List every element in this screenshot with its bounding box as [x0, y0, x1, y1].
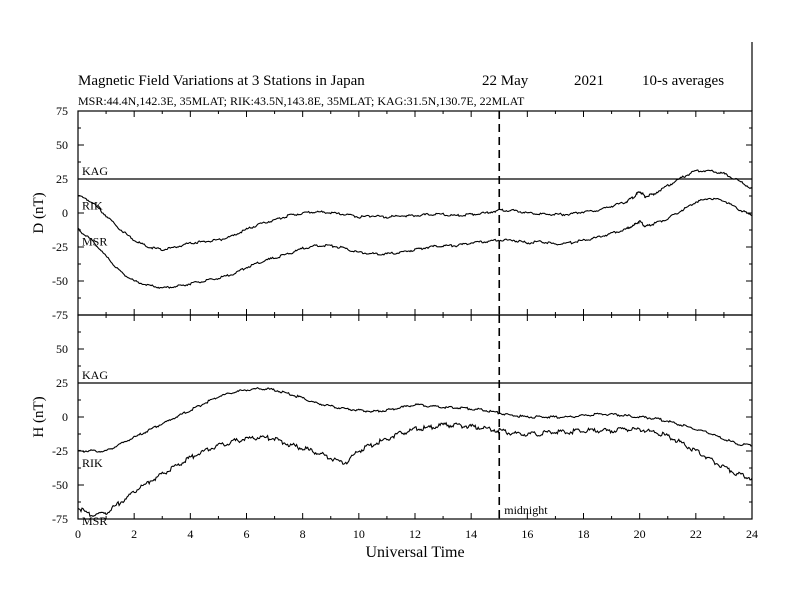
series-line-msr	[77, 197, 753, 290]
y-tick-label: 50	[56, 342, 68, 356]
series-line-rik	[77, 387, 753, 453]
chart-averaging: 10-s averages	[642, 73, 725, 89]
x-tick-label: 4	[187, 527, 193, 541]
x-tick-label: 0	[75, 527, 81, 541]
series-line-rik	[78, 169, 753, 252]
y-tick-label: -25	[52, 444, 68, 458]
series-label: RIK	[82, 456, 103, 470]
x-tick-label: 18	[578, 527, 590, 541]
y-tick-label: 75	[56, 104, 68, 118]
x-tick-label: 10	[353, 527, 365, 541]
x-tick-label: 22	[690, 527, 702, 541]
y-tick-label: 25	[56, 376, 68, 390]
y-axis-label: H (nT)	[31, 396, 47, 437]
x-tick-label: 24	[746, 527, 758, 541]
x-tick-label: 8	[300, 527, 306, 541]
x-tick-label: 20	[634, 527, 646, 541]
series-line-msr	[77, 421, 753, 518]
series-label: MSR	[82, 234, 107, 248]
x-tick-label: 12	[409, 527, 421, 541]
x-tick-label: 16	[521, 527, 533, 541]
panel-frame	[77, 314, 753, 520]
midnight-label: midnight	[504, 503, 548, 517]
chart-year: 2021	[574, 73, 604, 89]
x-tick-label: 2	[131, 527, 137, 541]
chart-date: 22 May	[482, 73, 529, 89]
series-label: RIK	[82, 198, 103, 212]
y-tick-label: -75	[52, 308, 68, 322]
station-info: MSR:44.4N,142.3E, 35MLAT; RIK:43.5N,143.…	[78, 94, 525, 108]
x-axis-label: Universal Time	[365, 544, 464, 561]
series-label: KAG	[82, 368, 108, 382]
y-tick-label: -50	[52, 274, 68, 288]
y-tick-label: -50	[52, 478, 68, 492]
y-tick-label: -75	[52, 512, 68, 526]
y-tick-label: 0	[62, 410, 68, 424]
y-axis-label: D (nT)	[31, 192, 47, 233]
y-tick-label: 25	[56, 172, 68, 186]
chart-title: Magnetic Field Variations at 3 Stations …	[78, 73, 365, 89]
panel-frame	[77, 110, 753, 316]
x-tick-label: 6	[244, 527, 250, 541]
y-tick-label: 50	[56, 138, 68, 152]
y-tick-label: -25	[52, 240, 68, 254]
series-label: KAG	[82, 164, 108, 178]
series-label: MSR	[82, 514, 107, 528]
y-tick-label: 0	[62, 206, 68, 220]
panel-d: -75 -50 -25 0 25 50 75 D (nT) KAG RIK MSR	[31, 104, 753, 322]
x-tick-label: 14	[465, 527, 477, 541]
